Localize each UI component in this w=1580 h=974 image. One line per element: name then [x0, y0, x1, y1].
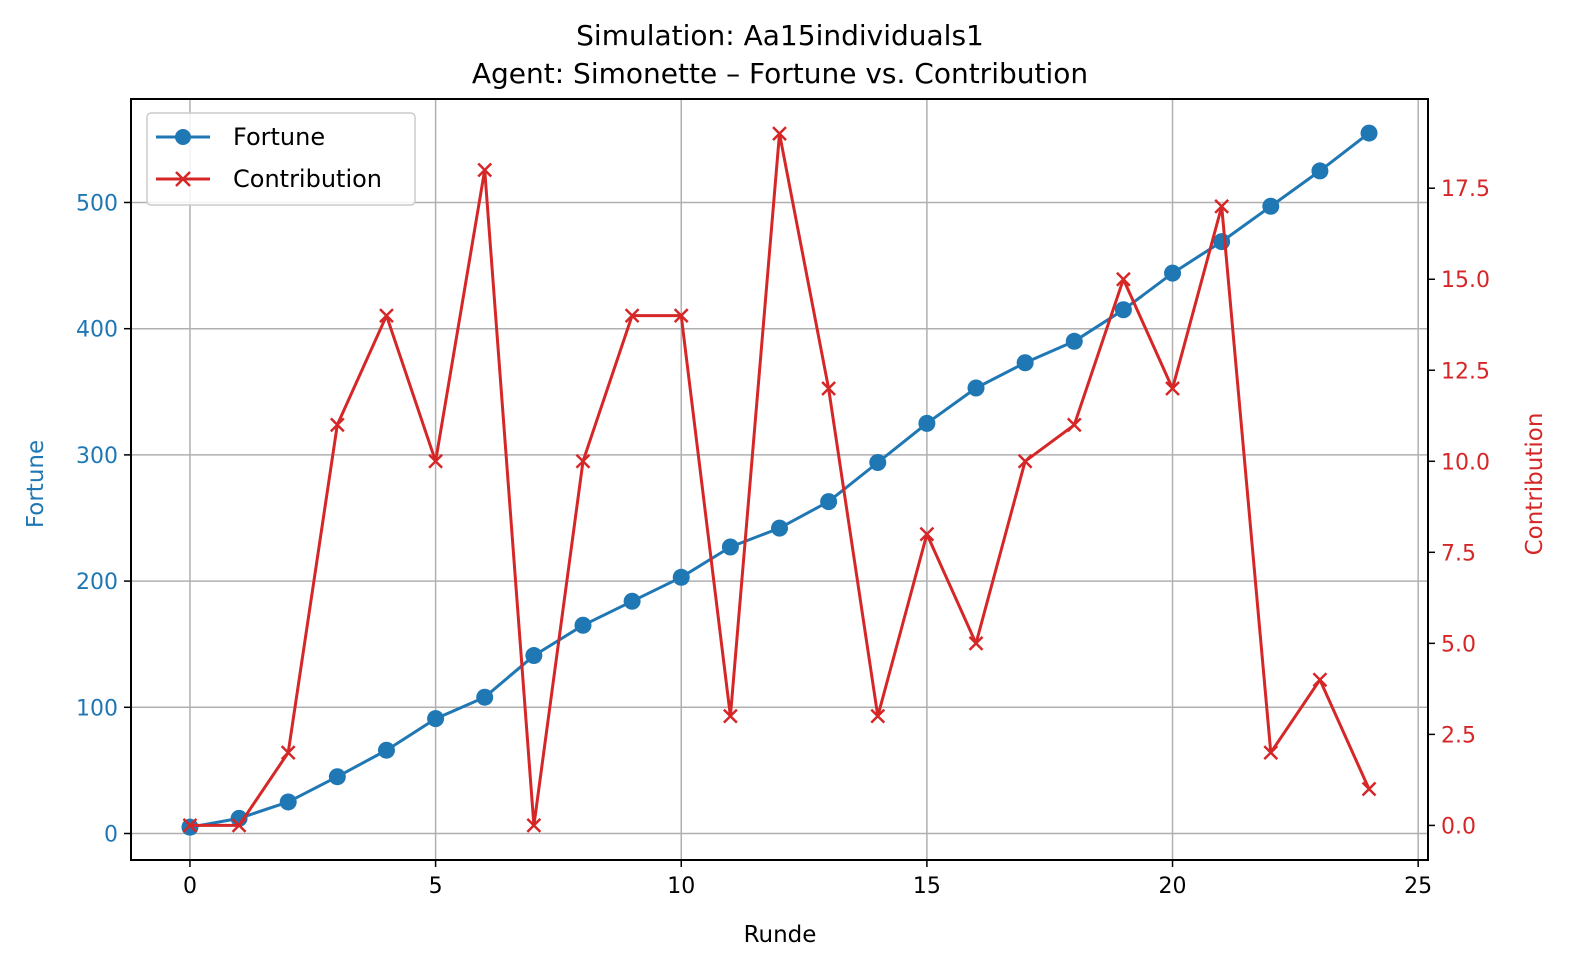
contribution-point	[575, 453, 591, 469]
plot-frame	[130, 98, 1429, 861]
x-tick-label: 5	[429, 874, 443, 899]
grid	[131, 99, 1428, 860]
contribution-point	[1263, 745, 1279, 760]
contribution-point	[1066, 417, 1082, 433]
fortune-point	[1213, 233, 1231, 251]
chart-subtitle: Agent: Simonette – Fortune vs. Contribut…	[472, 57, 1088, 90]
fortune-point	[623, 592, 641, 610]
fortune-point	[1016, 354, 1034, 372]
contribution-point	[428, 453, 443, 469]
y-tick-label: 200	[76, 570, 118, 595]
contribution-point	[1312, 672, 1328, 688]
fortune-point	[1262, 197, 1280, 215]
contribution-point	[231, 818, 247, 833]
contribution-point	[673, 308, 689, 324]
y2-tick-label: 0.0	[1441, 814, 1476, 839]
fortune-point	[672, 568, 690, 586]
contribution-point	[1165, 381, 1180, 396]
fortune-point	[1114, 301, 1132, 319]
contribution-point	[968, 635, 984, 651]
axis-ticks: 0 5 10 15 20 25 0 100 200 300 400 500 0.0 2.5 5.0 7.5 10…	[76, 177, 1490, 899]
fortune-point	[721, 538, 739, 556]
contribution-point	[870, 708, 886, 724]
y-tick-label: 400	[76, 318, 118, 343]
legend-box	[146, 112, 416, 206]
y2-tick-label: 12.5	[1441, 359, 1490, 384]
fortune-point	[181, 818, 199, 836]
fortune-point	[476, 688, 494, 706]
x-tick-label: 10	[667, 874, 695, 899]
plot-series	[181, 124, 1378, 836]
fortune-point	[771, 519, 788, 537]
fortune-point	[820, 493, 838, 511]
legend-label-contribution: Contribution	[233, 165, 382, 193]
fortune-point	[1360, 124, 1378, 142]
contribution-point	[280, 745, 296, 760]
contribution-point	[379, 308, 394, 324]
contribution-point	[1361, 781, 1377, 797]
y-tick-label: 0	[104, 822, 118, 847]
fortune-point	[574, 616, 592, 634]
contribution-point	[477, 162, 493, 178]
fortune-point	[918, 414, 936, 432]
contribution-point	[821, 381, 837, 396]
fortune-point	[279, 793, 297, 811]
y2-tick-label: 5.0	[1441, 632, 1476, 657]
legend-marker-fortune	[175, 129, 191, 145]
fortune-point	[1164, 264, 1182, 282]
y2-axis-label: Contribution	[1522, 413, 1548, 556]
legend-label-fortune: Fortune	[233, 123, 325, 151]
y-tick-label: 100	[76, 696, 118, 721]
x-tick-label: 25	[1404, 874, 1432, 899]
contribution-point	[182, 818, 198, 833]
fortune-point	[427, 710, 445, 728]
contribution-point	[722, 708, 738, 724]
y2-tick-label: 10.0	[1441, 450, 1490, 475]
contribution-line	[190, 132, 1371, 827]
contribution-point	[1116, 271, 1131, 287]
y-axis-label: Fortune	[23, 440, 49, 528]
fortune-point	[525, 647, 543, 665]
y-tick-label: 300	[76, 444, 118, 469]
y-tick-label: 500	[76, 191, 118, 216]
contribution-point	[1214, 199, 1230, 214]
contribution-point	[1017, 453, 1033, 469]
x-tick-label: 15	[913, 874, 941, 899]
fortune-point	[1311, 162, 1329, 180]
contribution-point	[919, 526, 935, 542]
fortune-point	[1065, 332, 1083, 350]
x-axis-label: Runde	[744, 922, 817, 948]
x-tick-label: 0	[183, 874, 197, 899]
y2-tick-label: 17.5	[1441, 177, 1490, 202]
fortune-point	[377, 741, 395, 759]
fortune-point	[967, 379, 985, 397]
fortune-point	[328, 768, 346, 786]
y2-tick-label: 7.5	[1441, 541, 1476, 566]
fortune-point	[869, 453, 887, 471]
fortune-line	[189, 131, 1370, 829]
chart-title: Simulation: Aa15individuals1	[576, 19, 984, 52]
y2-tick-label: 2.5	[1441, 723, 1476, 748]
contribution-point	[624, 308, 640, 324]
x-tick-label: 20	[1159, 874, 1187, 899]
legend: Fortune Contribution	[146, 112, 416, 206]
y2-tick-label: 15.0	[1441, 268, 1490, 293]
legend-marker-contribution	[175, 171, 191, 187]
contribution-point	[329, 417, 345, 433]
contribution-point	[526, 818, 542, 833]
contribution-point	[772, 126, 787, 141]
